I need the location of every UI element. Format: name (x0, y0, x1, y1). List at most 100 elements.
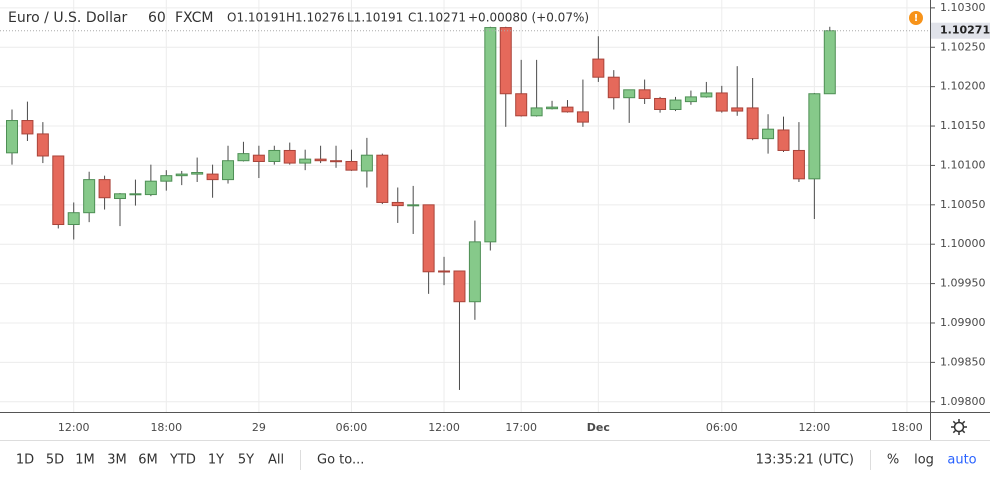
candle-body (561, 106, 574, 113)
settings-icon[interactable] (951, 419, 967, 435)
range-button[interactable]: YTD (169, 453, 196, 468)
x-tick-label: 06:00 (336, 421, 368, 434)
candle-body (607, 76, 620, 99)
price-label: 1.10271 (940, 24, 990, 37)
price-label-box (931, 22, 990, 39)
x-tick-label: 12:00 (58, 421, 90, 434)
candle-body (468, 241, 481, 303)
candle-body (206, 173, 219, 181)
candle-body (792, 149, 805, 180)
candle-body (98, 179, 111, 199)
candle-body (376, 154, 389, 203)
y-tick-label: 1.09950 (940, 277, 986, 290)
percent-toggle[interactable]: % (887, 453, 899, 468)
candle-body (252, 154, 265, 162)
gear[interactable] (953, 421, 965, 433)
candle-body (21, 120, 34, 135)
symbol-title[interactable]: Euro / U.S. Dollar (8, 10, 128, 26)
candle-body (592, 58, 605, 78)
x-tick-label: 29 (252, 421, 266, 434)
source: FXCM (175, 10, 213, 26)
candle-body (314, 158, 327, 162)
candle-body (144, 180, 157, 196)
candle-body (731, 107, 744, 112)
candle-body (175, 173, 188, 177)
candle-body (191, 172, 204, 175)
candle-body (391, 201, 404, 207)
candle-body (52, 155, 65, 226)
gear-teeth[interactable] (951, 419, 967, 435)
toolbar: 1D 5D 1M 3M 6M YTD 1Y 5Y All Go to... 13:35:21 (UT… (16, 453, 977, 468)
y-tick-label: 1.10050 (940, 198, 986, 211)
candle-body (623, 89, 636, 99)
candle-body (222, 160, 235, 181)
alert-badge[interactable] (909, 11, 923, 25)
candle-body (268, 149, 281, 162)
x-tick-label: 12:00 (428, 421, 460, 434)
ohlc-close: C1.10271 (408, 11, 466, 25)
candle-body (453, 270, 466, 303)
candle-body (345, 160, 358, 171)
candles (0, 26, 930, 390)
candle-body (299, 158, 312, 164)
range-button[interactable]: 3M (107, 453, 127, 468)
y-tick-label: 1.10300 (940, 1, 986, 14)
candle-body (530, 107, 543, 117)
range-button[interactable]: 5Y (238, 453, 254, 468)
candle-body (484, 27, 497, 243)
range-button[interactable]: 5D (46, 453, 64, 468)
axes: 1.09800 1.09850 1.09900 1.09950 1.10000 1.100… (58, 1, 990, 434)
candle-body (808, 93, 821, 180)
range-button[interactable]: All (268, 453, 284, 468)
candle-body (515, 93, 528, 117)
candle-body (283, 149, 296, 164)
range-button[interactable]: 1M (75, 453, 95, 468)
candle-body (67, 212, 80, 226)
log-toggle[interactable]: log (914, 453, 934, 468)
range-button[interactable]: 1D (16, 453, 34, 468)
candle-body (700, 92, 713, 98)
candle-body (160, 175, 173, 182)
candle-body (715, 92, 728, 112)
x-tick-label: 17:00 (505, 421, 537, 434)
ohlc-high: H1.10276 (286, 11, 345, 25)
y-tick-label: 1.10100 (940, 158, 986, 171)
candle-body (237, 153, 250, 162)
y-tick-label: 1.10000 (940, 237, 986, 250)
ohlc-open: O1.10191 (227, 11, 286, 25)
candle-body (6, 120, 18, 154)
range-button[interactable]: 1Y (208, 453, 224, 468)
candle-body (36, 133, 49, 157)
y-tick-label: 1.10200 (940, 80, 986, 93)
alert-icon[interactable]: ! (914, 13, 919, 24)
y-tick-label: 1.09900 (940, 316, 986, 329)
candle-body (777, 129, 790, 151)
candle-body (654, 97, 667, 110)
y-tick-label: 1.09850 (940, 355, 986, 368)
candle-body (546, 106, 559, 110)
clock[interactable]: 13:35:21 (UTC) (756, 453, 854, 468)
interval[interactable]: 60 (148, 10, 166, 26)
goto-button[interactable]: Go to... (317, 453, 364, 468)
y-tick-label: 1.09800 (940, 395, 986, 408)
candle-body (638, 89, 651, 99)
candle-body (576, 111, 589, 123)
candle-body (360, 154, 373, 172)
x-tick-label: 06:00 (706, 421, 738, 434)
auto-toggle[interactable]: auto (947, 453, 976, 468)
candle-body (823, 30, 836, 95)
candle-body (438, 270, 451, 273)
ohlc-low: L1.10191 (347, 11, 403, 25)
candle-body (684, 96, 697, 103)
candle-body (762, 128, 775, 140)
y-tick-label: 1.10150 (940, 119, 986, 132)
candle-body (669, 99, 682, 110)
x-tick-label: 12:00 (799, 421, 831, 434)
change: +0.00080 (+0.07%) (468, 11, 589, 25)
y-tick-label: 1.10250 (940, 40, 986, 53)
candle-body (330, 160, 343, 163)
range-button[interactable]: 6M (138, 453, 158, 468)
candle-body (129, 193, 142, 196)
